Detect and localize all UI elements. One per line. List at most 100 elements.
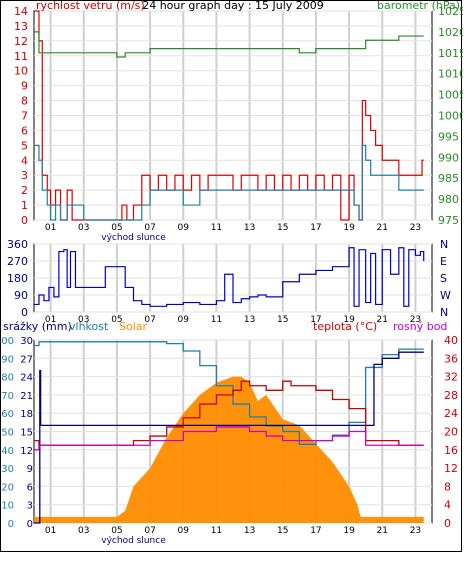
x-tick-label: 07 [144,223,155,233]
y-tick-label-humidity: 20 [1,482,14,493]
y2-tick-label: 1015 [438,47,463,60]
y2-tick-label: 40 [444,334,458,347]
y2-tick-label: 28 [444,389,458,402]
y-tick-label: 1 [21,199,28,212]
x-tick-label: 21 [377,223,388,233]
y2-tick-label: 0 [444,517,451,530]
x-tick-label: 19 [343,223,355,233]
y2-tick-label: 995 [438,130,459,143]
series-teplota-c- [34,380,424,446]
x-tick-label: 13 [244,223,255,233]
x-tick-label: 15 [277,223,288,233]
x-tick-label: 01 [45,315,56,325]
y-tick-label: 2 [21,184,28,197]
weather-graph-frame: 01 03 05 07 09 11 13 15 17 19 21 23 0 1 2 3 4 5 6 7 8 9 10 11 12… [0,0,464,552]
y-tick-label: 7 [21,110,28,123]
y-tick-label-precip: 6 [27,482,33,493]
series-wind-gust [34,144,424,221]
y2-tick-label: 16 [444,444,458,457]
sunrise-annotation: východ slunce [101,233,166,243]
series-barometr-hpa- [34,31,424,58]
compass-label: N [440,238,448,251]
x-tick-label: 11 [211,526,222,536]
y-tick-label: 8 [21,95,28,108]
x-tick-label: 17 [310,223,321,233]
y-tick-label-humidity: 80 [1,373,14,384]
y-tick-label-precip: 18 [20,409,33,420]
y2-tick-label: 12 [444,462,458,475]
y-tick-label-precip: 0 [27,519,33,530]
y2-tick-label: 980 [438,193,459,206]
y2-tick-label: 8 [444,480,451,493]
x-tick-label: 23 [410,526,421,536]
legend-item: Solar [119,320,148,333]
y-tick-label: 0 [21,306,28,319]
y-tick-label: 360 [7,238,28,251]
y-tick-label-precip: 21 [20,391,33,402]
x-tick-label: 21 [377,526,388,536]
y2-tick-label: 1005 [438,89,463,102]
compass-label: W [440,289,451,302]
x-tick-label: 01 [45,526,56,536]
x-tick-label: 05 [111,315,122,325]
y-tick-label-precip: 24 [20,373,33,384]
y-tick-label: 270 [7,255,28,268]
y2-tick-label: 4 [444,499,451,512]
y-tick-label-humidity: 40 [1,446,14,457]
y-tick-label: 6 [21,124,28,137]
x-tick-label: 03 [78,526,89,536]
series-solar [34,376,424,523]
y2-tick-label: 990 [438,151,459,164]
x-tick-label: 11 [211,315,222,325]
y-tick-label-humidity: 90 [1,354,14,365]
legend-item: srážky (mm) [3,320,72,333]
x-tick-label: 13 [244,526,255,536]
x-tick-label: 01 [45,223,56,233]
y-tick-label-precip: 15 [20,428,33,439]
y-tick-label: 0 [21,214,28,227]
legend-item: vlhkost [69,320,109,333]
y2-tick-label: 36 [444,352,458,365]
x-tick-label: 23 [410,315,421,325]
y-tick-label-precip: 30 [20,336,33,347]
y-tick-label: 9 [21,80,28,93]
y2-tick-label: 1020 [438,26,463,39]
x-tick-label: 13 [244,315,255,325]
y2-tick-label: 32 [444,371,458,384]
y-tick-label: 5 [21,139,28,152]
y-tick-label-humidity: 0 [8,519,14,530]
compass-label: S [440,272,447,285]
compass-label: N [440,306,448,319]
x-tick-label: 19 [343,526,355,536]
y-tick-label: 14 [14,5,28,18]
x-tick-label: 03 [78,223,89,233]
y-tick-label: 180 [7,272,28,285]
y-tick-label: 13 [14,20,28,33]
y-tick-label: 3 [21,169,28,182]
series-rosn-bod [34,426,424,451]
x-tick-label: 21 [377,315,388,325]
compass-label: E [440,255,447,268]
y-tick-label: 10 [14,65,28,78]
series-wind-direction [34,247,425,307]
y-tick-label-humidity: 100 [1,336,14,347]
y-tick-label-precip: 12 [20,446,33,457]
x-tick-label: 17 [310,315,321,325]
x-tick-label: 23 [410,223,421,233]
y-tick-label: 4 [21,154,28,167]
y-tick-label: 11 [14,50,28,63]
x-tick-label: 05 [111,526,122,536]
y-tick-label-humidity: 30 [1,464,14,475]
y-tick-label-precip: 9 [27,464,33,475]
y-tick-label: 90 [14,289,28,302]
x-tick-label: 07 [144,526,155,536]
y2-tick-label: 20 [444,426,458,439]
x-tick-label: 09 [178,526,190,536]
x-tick-label: 03 [78,315,89,325]
x-tick-label: 19 [343,315,355,325]
y2-tick-label: 1000 [438,110,463,123]
x-tick-label: 07 [144,315,155,325]
chart-title: 24 hour graph day : 15 July 2009 [142,1,324,12]
y2-tick-label: 1025 [438,5,463,18]
y-tick-label-humidity: 70 [1,391,14,402]
